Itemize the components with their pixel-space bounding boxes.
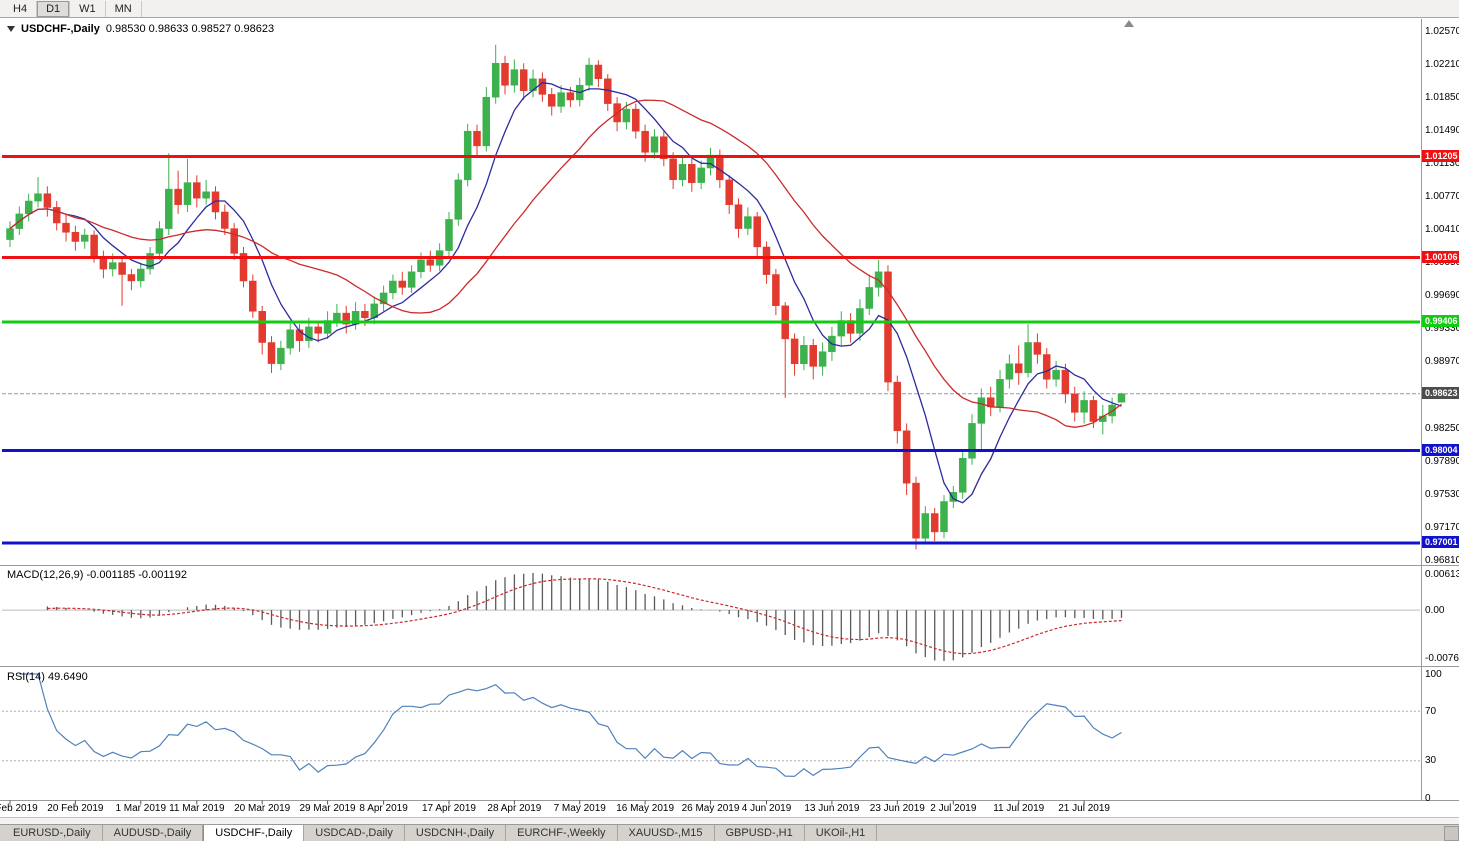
- current-price-tag: 0.98623: [1422, 387, 1459, 400]
- chart-tab-eurusd[interactable]: EURUSD-,Daily: [2, 825, 103, 841]
- time-axis-label: 28 Apr 2019: [487, 803, 542, 814]
- rsi-axis-label-30: 30: [1425, 755, 1437, 767]
- macd-axis-zero: 0.00: [1425, 604, 1445, 616]
- chart-menu-icon[interactable]: [7, 26, 15, 32]
- price-axis-label: 1.00410: [1425, 224, 1459, 235]
- timeframe-button-w1[interactable]: W1: [70, 0, 106, 17]
- rsi-value: 49.6490: [47, 671, 88, 683]
- timeframe-button-d1[interactable]: D1: [37, 0, 71, 17]
- chart-tab-usdchf[interactable]: USDCHF-,Daily: [203, 825, 305, 841]
- price-tag-0.98004: 0.98004: [1422, 444, 1459, 457]
- ma-fast-line: [9, 82, 1122, 504]
- chart-tab-eurchf[interactable]: EURCHF-,Weekly: [506, 825, 618, 841]
- time-axis-label: 11 Mar 2019: [169, 803, 225, 814]
- time-axis-label: 23 Jun 2019: [869, 803, 925, 814]
- price-axis-label: 0.97530: [1425, 488, 1459, 500]
- time-axis-label: 16 May 2019: [616, 803, 675, 814]
- chart-tab-usdcnh[interactable]: USDCNH-,Daily: [404, 825, 507, 841]
- price-axis-label: 0.97890: [1425, 455, 1459, 467]
- chart-title: USDCHF-,Daily 0.98530 0.98633 0.98527 0.…: [7, 23, 274, 35]
- macd-title: MACD(12,26,9) -0.001185 -0.001192: [7, 569, 187, 581]
- timeframe-button-h4[interactable]: H4: [4, 0, 38, 17]
- chart-tab-bar: EURUSD-,Daily AUDUSD-,Daily USDCHF-,Daily U…: [0, 824, 1459, 841]
- chart-tab-audusd[interactable]: AUDUSD-,Daily: [102, 825, 204, 841]
- timeframe-toolbar: H4 D1 W1 MN: [0, 0, 1459, 18]
- macd-indicator: [2, 573, 1420, 661]
- time-axis-label: 11 Jul 2019: [993, 803, 1045, 814]
- chart-ohlc-values: 0.98530 0.98633 0.98527 0.98623: [105, 23, 275, 35]
- macd-values: -0.001185 -0.001192: [86, 569, 187, 581]
- price-axis-label: 1.01850: [1425, 91, 1459, 103]
- price-axis-label: 1.00770: [1425, 190, 1459, 202]
- horizontal-lines: [2, 154, 1420, 545]
- time-axis-label: 13 Jun 2019: [804, 803, 860, 814]
- rsi-axis-label-70: 70: [1425, 705, 1437, 717]
- chart-shift-marker[interactable]: [1124, 20, 1134, 27]
- chart-tab-usdcad[interactable]: USDCAD-,Daily: [304, 825, 405, 841]
- price-tag-1.00106: 1.00106: [1422, 250, 1459, 263]
- time-axis-label: 11 Feb 2019: [0, 803, 38, 814]
- price-axis-label: 0.98250: [1425, 422, 1459, 434]
- price-axis-label: 0.99690: [1425, 290, 1459, 302]
- price-axis-label: 1.02210: [1425, 58, 1459, 70]
- price-tag-0.99406: 0.99406: [1422, 315, 1459, 328]
- price-axis-label: 1.01130: [1425, 157, 1459, 169]
- rsi-title-label: RSI(14): [7, 671, 45, 683]
- horizontal-scrollbar[interactable]: [0, 817, 1459, 825]
- macd-axis-max: 0.00613: [1425, 569, 1459, 580]
- ma-slow-line: [9, 99, 1122, 428]
- rsi-axis-label-0: 0: [1425, 792, 1431, 804]
- time-axis-label: 7 May 2019: [553, 803, 606, 814]
- price-axis-label: 0.97170: [1425, 521, 1459, 533]
- chart-tab-xauusd[interactable]: XAUUSD-,M15: [617, 825, 715, 841]
- time-axis-label: 17 Apr 2019: [422, 803, 476, 814]
- panel-frame: [0, 19, 1459, 805]
- rsi-indicator: [2, 710, 1420, 762]
- time-axis-label: 20 Mar 2019: [234, 803, 291, 814]
- time-axis-label: 8 Apr 2019: [359, 803, 408, 814]
- price-axis-label: 1.01490: [1425, 124, 1459, 136]
- rsi-title: RSI(14) 49.6490: [7, 671, 88, 683]
- rsi-line: [19, 673, 1122, 777]
- price-axis-label: 0.96810: [1425, 554, 1459, 566]
- price-tag-0.97001: 0.97001: [1422, 536, 1459, 549]
- candles: [6, 44, 1126, 550]
- price-axis-label: 1.02570: [1425, 25, 1459, 37]
- chart-tab-gbpusd[interactable]: GBPUSD-,H1: [714, 825, 805, 841]
- time-axis-label: 2 Jul 2019: [930, 803, 977, 814]
- time-axis-label: 4 Jun 2019: [741, 803, 792, 814]
- chart-tab-ukoil[interactable]: UKOil-,H1: [804, 825, 878, 841]
- price-axis-label: 0.99330: [1425, 323, 1459, 335]
- window-resize-grip[interactable]: [1444, 826, 1459, 841]
- price-axis-label: 0.98970: [1425, 356, 1459, 368]
- rsi-axis-label-100: 100: [1425, 668, 1442, 680]
- chart-symbol-label: USDCHF-,Daily: [21, 23, 100, 35]
- price-tag-1.01205: 1.01205: [1422, 149, 1459, 162]
- macd-title-label: MACD(12,26,9): [7, 569, 84, 581]
- time-axis-label: 20 Feb 2019: [47, 803, 104, 814]
- time-axis-label: 26 May 2019: [681, 803, 740, 814]
- time-axis-label: 21 Jul 2019: [1058, 803, 1110, 814]
- time-axis-label: 1 Mar 2019: [115, 803, 167, 814]
- time-axis-label: 29 Mar 2019: [299, 803, 356, 814]
- timeframe-button-mn[interactable]: MN: [106, 0, 142, 17]
